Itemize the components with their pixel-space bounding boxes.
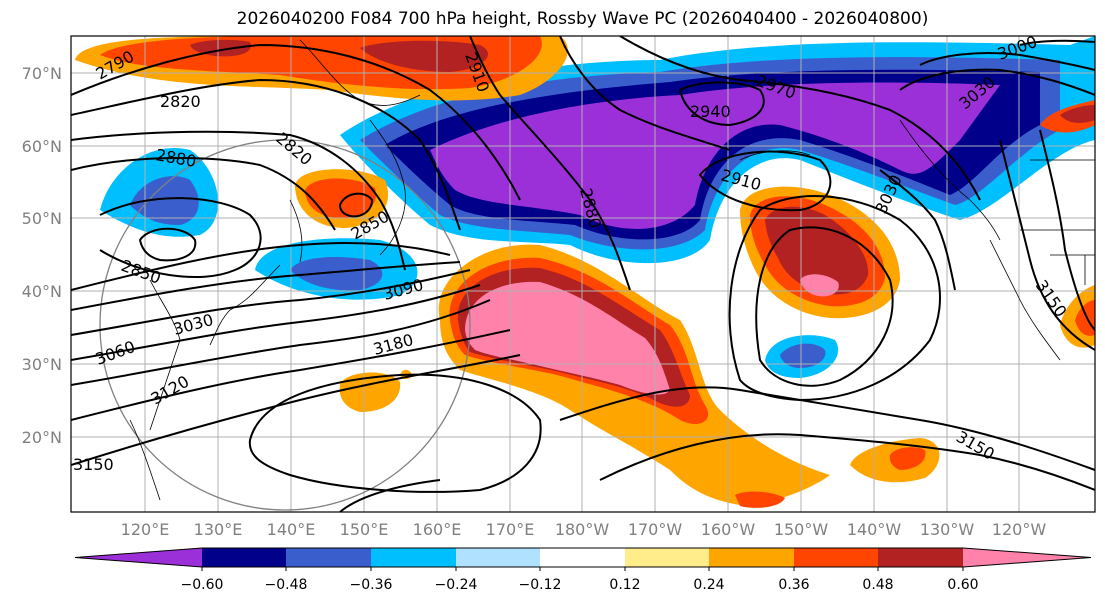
lat-label: 20°N <box>22 428 62 447</box>
height-contours <box>71 36 1095 512</box>
lon-label: 130°W <box>920 520 975 539</box>
chart-title: 2026040200 F084 700 hPa height, Rossby W… <box>236 9 929 29</box>
contour-label: 2940 <box>690 102 731 121</box>
colorbar-tick-label: 0.36 <box>778 577 809 593</box>
colorbar-tick-label: −0.12 <box>519 577 562 593</box>
lat-label: 50°N <box>22 209 62 228</box>
colorbar-tick-label: 0.48 <box>862 577 893 593</box>
negative-anomaly-shading <box>100 36 1095 378</box>
colorbar-bin <box>540 548 625 567</box>
coastlines <box>129 39 1095 501</box>
lon-label: 120°E <box>121 520 170 539</box>
lon-label: 160°E <box>413 520 462 539</box>
colorbar-bin <box>794 548 878 567</box>
colorbar-bin <box>625 548 709 567</box>
colorbar-bin <box>371 548 456 567</box>
contour-label: 3150 <box>73 455 114 474</box>
colorbar: −0.60 −0.48 −0.36 −0.24 −0.12 0.12 0.24 0.36 0.4… <box>74 547 1092 593</box>
colorbar-bin <box>75 548 202 567</box>
lon-label: 150°W <box>774 520 829 539</box>
lon-label: 170°E <box>486 520 535 539</box>
longitude-labels: 120°E 130°E 140°E 150°E 160°E 170°E 180°… <box>121 520 1047 539</box>
lat-label: 40°N <box>22 282 62 301</box>
lon-label: 150°E <box>340 520 389 539</box>
contour-label: 2820 <box>160 92 201 111</box>
range-circle <box>99 139 471 511</box>
lon-label: 140°W <box>847 520 902 539</box>
lon-label: 140°E <box>267 520 316 539</box>
lon-label: 180°W <box>555 520 610 539</box>
lat-label: 70°N <box>22 64 62 83</box>
colorbar-bin <box>202 548 286 567</box>
colorbar-bin <box>286 548 371 567</box>
colorbar-bin <box>963 548 1091 567</box>
colorbar-tick-label: 0.12 <box>609 577 640 593</box>
lat-label: 60°N <box>22 137 62 156</box>
lon-label: 120°W <box>992 520 1047 539</box>
lat-label: 30°N <box>22 355 62 374</box>
positive-anomaly-shading <box>75 36 1095 508</box>
lon-label: 160°W <box>701 520 756 539</box>
colorbar-bin <box>456 548 540 567</box>
lon-label: 170°W <box>628 520 683 539</box>
colorbar-tick-label: −0.24 <box>435 577 478 593</box>
lon-label: 130°E <box>194 520 243 539</box>
latitude-labels: 70°N 60°N 50°N 40°N 30°N 20°N <box>22 64 62 447</box>
colorbar-tick-label: 0.60 <box>947 577 978 593</box>
colorbar-tick-label: 0.24 <box>693 577 724 593</box>
graticule <box>71 36 1095 512</box>
colorbar-bin <box>709 548 794 567</box>
colorbar-bin <box>878 548 963 567</box>
map-frame <box>70 35 1096 513</box>
colorbar-tick-label: −0.60 <box>181 577 224 593</box>
colorbar-tick-label: −0.36 <box>350 577 393 593</box>
colorbar-tick-label: −0.48 <box>265 577 308 593</box>
